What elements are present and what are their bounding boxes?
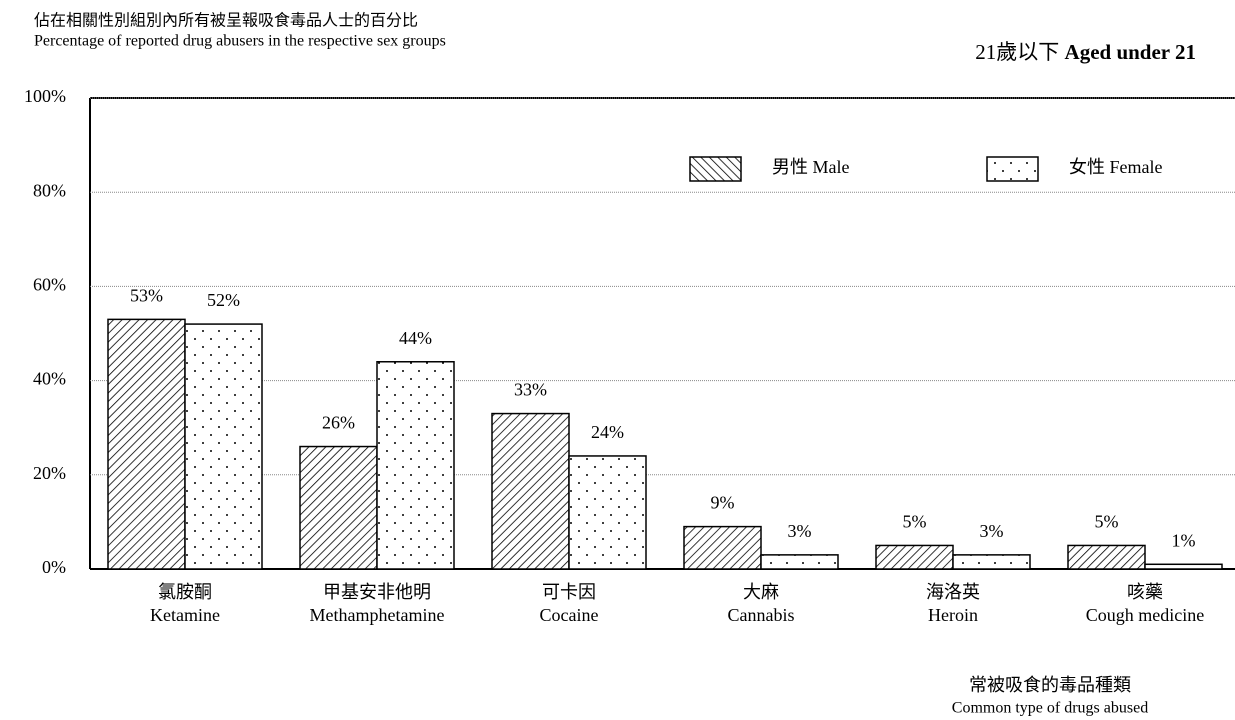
x-tick-label: 甲基安非他明 bbox=[323, 582, 431, 602]
legend-label: 女性 Female bbox=[1069, 157, 1162, 177]
legend-swatch bbox=[689, 156, 742, 182]
x-tick-label: 海洛英 bbox=[926, 582, 980, 602]
value-label: 5% bbox=[903, 512, 927, 532]
y-tick-label: 0% bbox=[42, 557, 66, 577]
bar bbox=[1067, 544, 1146, 570]
bar bbox=[568, 455, 647, 570]
value-label: 5% bbox=[1095, 512, 1119, 532]
bar bbox=[1144, 563, 1223, 570]
x-tick-label: Ketamine bbox=[150, 605, 220, 625]
y-tick-label: 80% bbox=[33, 180, 66, 200]
y-tick-label: 20% bbox=[33, 463, 66, 483]
value-label: 24% bbox=[591, 422, 624, 442]
x-tick-label: 咳藥 bbox=[1127, 582, 1163, 602]
x-tick-label: Cannabis bbox=[728, 605, 795, 625]
subtitle-en: Aged under 21 bbox=[1065, 40, 1196, 64]
bar bbox=[683, 525, 762, 570]
bar bbox=[491, 412, 570, 570]
value-label: 44% bbox=[399, 328, 432, 348]
title-en: Percentage of reported drug abusers in t… bbox=[34, 33, 446, 50]
bar bbox=[299, 445, 378, 570]
value-label: 53% bbox=[130, 285, 163, 305]
y-tick-label: 40% bbox=[33, 369, 66, 389]
y-tick-label: 60% bbox=[33, 275, 66, 295]
x-tick-label: Cough medicine bbox=[1086, 605, 1204, 625]
value-label: 52% bbox=[207, 290, 240, 310]
x-axis-label-en: Common type of drugs abused bbox=[952, 700, 1148, 717]
x-tick-label: Methamphetamine bbox=[310, 605, 445, 625]
legend-swatch bbox=[986, 156, 1039, 182]
value-label: 9% bbox=[711, 493, 735, 513]
x-tick-label: Cocaine bbox=[540, 605, 599, 625]
bar bbox=[184, 323, 263, 570]
value-label: 1% bbox=[1172, 530, 1196, 550]
title: 佔在相關性別組別內所有被呈報吸食毒品人士的百分比 bbox=[34, 12, 418, 30]
value-label: 33% bbox=[514, 380, 547, 400]
x-tick-label: 可卡因 bbox=[542, 582, 596, 602]
x-tick-label: 大麻 bbox=[743, 582, 779, 602]
subtitle-zh: 21歲以下 bbox=[975, 40, 1059, 64]
value-label: 26% bbox=[322, 413, 355, 433]
x-axis-label: 常被吸食的毒品種類 bbox=[969, 675, 1131, 695]
bar bbox=[760, 554, 839, 570]
bar bbox=[875, 544, 954, 570]
bar bbox=[952, 554, 1031, 570]
bar bbox=[376, 361, 455, 570]
bar bbox=[107, 318, 186, 570]
value-label: 3% bbox=[980, 521, 1004, 541]
value-label: 3% bbox=[788, 521, 812, 541]
x-tick-label: Heroin bbox=[928, 605, 978, 625]
x-tick-label: 氯胺酮 bbox=[158, 582, 212, 602]
y-tick-label: 100% bbox=[24, 86, 66, 106]
subtitle: 21歲以下 Aged under 21 bbox=[975, 40, 1196, 64]
legend-label: 男性 Male bbox=[772, 157, 849, 177]
